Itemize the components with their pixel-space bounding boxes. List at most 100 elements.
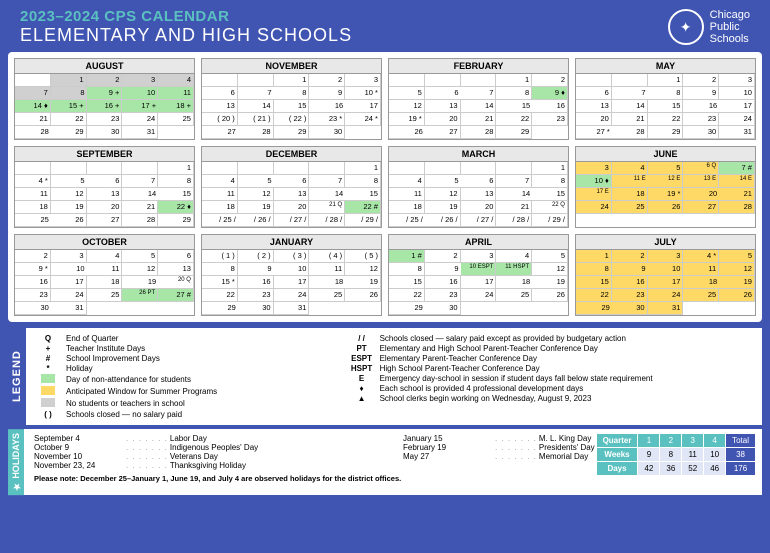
day-cell: 8 xyxy=(576,263,612,276)
day-cell: 11 E xyxy=(612,175,648,188)
day-empty xyxy=(274,162,310,175)
day-cell: 15 xyxy=(532,188,568,201)
day-cell: 6 xyxy=(461,175,497,188)
holiday-date: May 27 xyxy=(403,452,493,461)
day-cell: 24 xyxy=(51,289,87,302)
q-label: Weeks xyxy=(596,448,638,462)
day-cell: ( 21 ) xyxy=(238,113,274,126)
day-empty xyxy=(51,162,87,175)
q-header: 4 xyxy=(704,434,726,448)
day-cell: 18 xyxy=(309,276,345,289)
day-cell: 23 * xyxy=(309,113,345,126)
day-cell: 8 xyxy=(389,263,425,276)
day-cell: 2 xyxy=(87,74,123,87)
day-empty xyxy=(425,162,461,175)
month-february: FEBRUARY1256789 ♦121314151619 *202122232… xyxy=(388,58,569,140)
day-cell: 29 xyxy=(576,302,612,315)
day-cell: 4 * xyxy=(15,175,51,188)
holiday-date: October 9 xyxy=(34,443,124,452)
day-cell: 6 xyxy=(576,87,612,100)
day-cell: 24 xyxy=(461,289,497,302)
legend-item: E Emergency day-school in session if stud… xyxy=(350,374,752,383)
day-cell: 4 xyxy=(202,175,238,188)
month-name: DECEMBER xyxy=(202,147,381,162)
day-cell: 14 xyxy=(238,100,274,113)
month-name: FEBRUARY xyxy=(389,59,568,74)
day-cell: 1 xyxy=(345,162,381,175)
legend-symbol: / / xyxy=(350,334,374,343)
day-cell: 9 xyxy=(425,263,461,276)
day-cell: 29 xyxy=(158,214,194,227)
day-cell: 9 xyxy=(612,263,648,276)
day-cell: 22 Q xyxy=(532,201,568,214)
day-cell: 1 xyxy=(496,74,532,87)
day-cell: 16 xyxy=(683,100,719,113)
legend-text: Schools closed — no salary paid xyxy=(66,410,182,419)
legend-item: PTElementary and High School Parent-Teac… xyxy=(350,344,752,353)
day-cell: 11 xyxy=(15,188,51,201)
day-cell: / 25 / xyxy=(202,214,238,227)
holidays-col1: September 4. . . . . . .Labor DayOctober… xyxy=(34,434,383,470)
holiday-item: November 23, 24. . . . . . .Thanksgiving… xyxy=(34,461,383,470)
day-cell: 14 xyxy=(496,188,532,201)
legend-symbol xyxy=(36,386,60,397)
day-cell: 21 xyxy=(612,113,648,126)
day-cell: 13 xyxy=(461,188,497,201)
day-cell: 24 * xyxy=(345,113,381,126)
day-cell: 27 xyxy=(87,214,123,227)
month-name: JULY xyxy=(576,235,755,250)
legend-symbol: ( ) xyxy=(36,410,60,419)
month-name: JUNE xyxy=(576,147,755,162)
legend-text: Emergency day-school in session if stude… xyxy=(380,374,653,383)
legend-item: #School Improvement Days xyxy=(36,354,346,363)
day-cell: 22 # xyxy=(345,201,381,214)
legend-text: Anticipated Window for Summer Programs xyxy=(66,387,217,396)
legend-symbol: E xyxy=(350,374,374,383)
holiday-name: Thanksgiving Holiday xyxy=(170,461,246,470)
day-cell: 24 xyxy=(274,289,310,302)
day-cell: 12 xyxy=(425,188,461,201)
day-cell: 15 xyxy=(576,276,612,289)
day-cell: 4 xyxy=(612,162,648,175)
day-cell: 20 xyxy=(683,188,719,201)
day-cell: 10 xyxy=(274,263,310,276)
month-october: OCTOBER234569 *101112131617181920 Q23242… xyxy=(14,234,195,316)
cps-logo: ✦ Chicago Public Schools xyxy=(668,9,750,45)
day-cell: 28 xyxy=(719,201,755,214)
day-cell: 30 xyxy=(425,302,461,315)
month-december: DECEMBER145678111213141518192021 Q22 #/ … xyxy=(201,146,382,228)
day-cell: 11 HSPT xyxy=(496,263,532,276)
day-cell: 10 * xyxy=(345,87,381,100)
day-cell: 5 xyxy=(425,175,461,188)
day-cell: 26 xyxy=(51,214,87,227)
day-cell: 8 xyxy=(532,175,568,188)
day-cell: 25 xyxy=(496,289,532,302)
q-total: 38 xyxy=(726,448,756,462)
legend-text: No students or teachers in school xyxy=(66,399,185,408)
day-cell: 12 xyxy=(345,263,381,276)
day-cell: 19 xyxy=(532,276,568,289)
day-cell: 14 xyxy=(309,188,345,201)
day-cell: 19 * xyxy=(389,113,425,126)
day-cell: 27 # xyxy=(158,289,194,302)
day-cell: 3 xyxy=(51,250,87,263)
day-cell: 18 xyxy=(683,276,719,289)
day-cell: 11 xyxy=(158,87,194,100)
legend-item: Anticipated Window for Summer Programs xyxy=(36,386,346,397)
legend-text: Schools closed — salary paid except as p… xyxy=(380,334,626,343)
day-cell: 23 xyxy=(15,289,51,302)
header: 2023–2024 CPS CALENDAR ELEMENTARY AND HI… xyxy=(0,0,770,52)
day-cell: 23 xyxy=(612,289,648,302)
day-cell: 11 xyxy=(309,263,345,276)
holiday-name: Indigenous Peoples' Day xyxy=(170,443,258,452)
day-cell: 30 xyxy=(238,302,274,315)
q-header: Total xyxy=(726,434,756,448)
day-cell: 26 xyxy=(648,201,684,214)
day-cell: 13 xyxy=(202,100,238,113)
day-cell: 15 + xyxy=(51,100,87,113)
day-cell: 15 xyxy=(158,188,194,201)
day-cell: 21 xyxy=(719,188,755,201)
day-cell: 6 xyxy=(87,175,123,188)
day-cell: 14 xyxy=(612,100,648,113)
month-june: JUNE3456 Q7 #10 ♦11 E12 E13 E14 E17 E181… xyxy=(575,146,756,228)
